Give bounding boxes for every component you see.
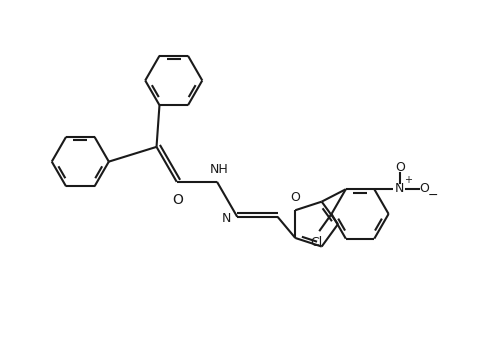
Text: O: O (290, 191, 300, 204)
Text: O: O (172, 193, 183, 207)
Text: +: + (404, 175, 412, 185)
Text: N: N (222, 212, 231, 225)
Text: O: O (395, 161, 405, 174)
Text: −: − (428, 188, 438, 202)
Text: Cl: Cl (310, 236, 323, 249)
Text: O: O (419, 182, 429, 195)
Text: NH: NH (210, 163, 229, 176)
Text: N: N (395, 182, 405, 195)
